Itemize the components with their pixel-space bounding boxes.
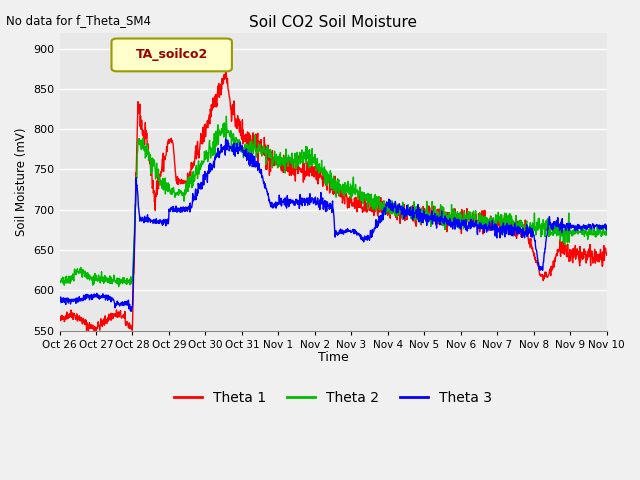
Text: TA_soilco2: TA_soilco2: [136, 48, 208, 61]
Y-axis label: Soil Moisture (mV): Soil Moisture (mV): [15, 127, 28, 236]
Legend: Theta 1, Theta 2, Theta 3: Theta 1, Theta 2, Theta 3: [169, 385, 497, 410]
Title: Soil CO2 Soil Moisture: Soil CO2 Soil Moisture: [249, 15, 417, 30]
FancyBboxPatch shape: [111, 38, 232, 72]
Text: No data for f_Theta_SM4: No data for f_Theta_SM4: [6, 14, 152, 27]
X-axis label: Time: Time: [317, 351, 349, 364]
